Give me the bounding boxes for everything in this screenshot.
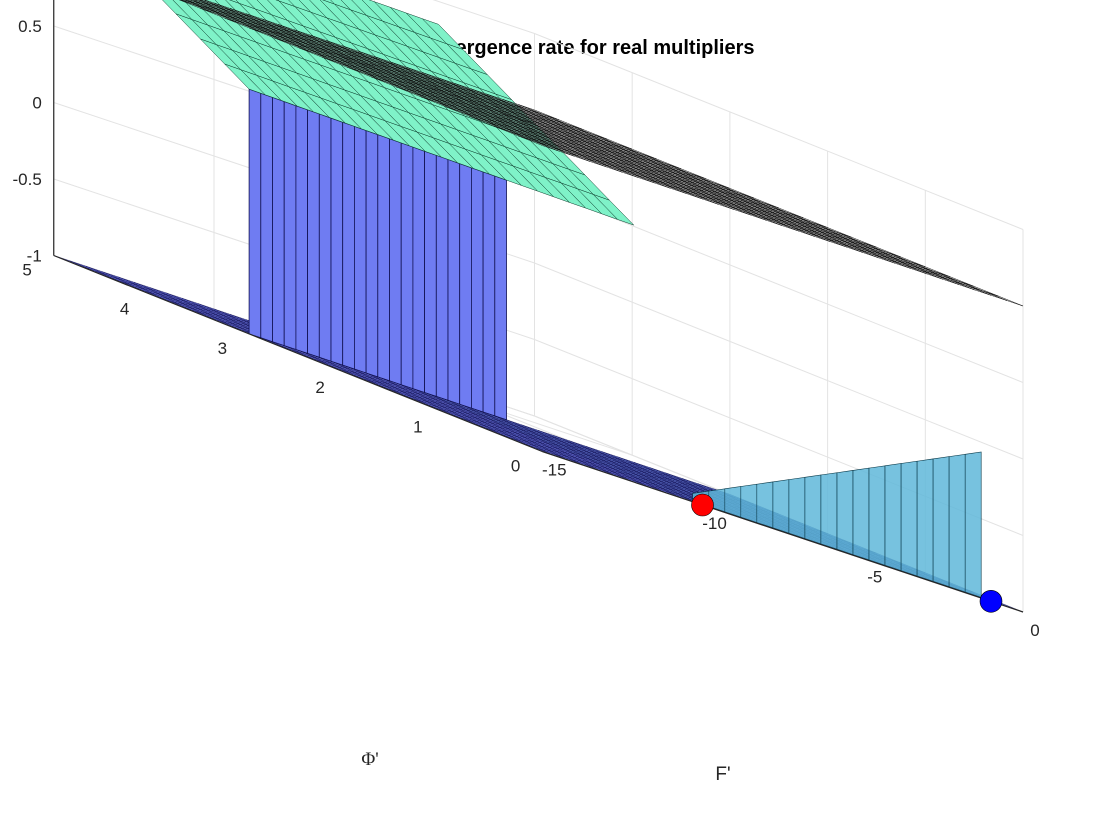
z-tick-label: -1 bbox=[27, 247, 42, 266]
x-tick-label: -15 bbox=[542, 461, 567, 480]
green-patch bbox=[309, 0, 344, 24]
green-patch bbox=[246, 0, 272, 15]
z-tick-label: 0.5 bbox=[18, 17, 42, 36]
wall-strip bbox=[377, 134, 390, 382]
wall-strip bbox=[494, 175, 507, 421]
wall-strip bbox=[353, 125, 367, 374]
wall-strip bbox=[447, 158, 461, 405]
wall-strip bbox=[424, 150, 437, 397]
wall-strip bbox=[342, 121, 355, 370]
green-patch bbox=[162, 0, 193, 20]
wall-strip bbox=[365, 129, 379, 378]
green-patch bbox=[422, 18, 463, 50]
x-tick-label: -5 bbox=[867, 568, 882, 587]
wall-strip bbox=[400, 142, 414, 390]
teal-strip bbox=[836, 470, 854, 556]
x-axis-line bbox=[542, 450, 1024, 613]
teal-strip bbox=[724, 486, 742, 518]
plane-patch bbox=[933, 271, 975, 287]
green-patch bbox=[172, 0, 209, 26]
green-patch bbox=[229, 0, 240, 4]
plane-patch bbox=[982, 290, 1024, 307]
teal-strip bbox=[852, 467, 870, 561]
green-patch bbox=[330, 0, 351, 11]
x-tick-label: -10 bbox=[702, 514, 727, 533]
wall-strip bbox=[412, 146, 426, 394]
y-tick-label: 5 bbox=[22, 261, 31, 280]
teal-strip bbox=[820, 472, 838, 550]
z-tick-label: 0 bbox=[32, 94, 41, 113]
y-tick-label: 3 bbox=[218, 339, 227, 358]
wall-strip bbox=[272, 96, 285, 347]
teal-strip bbox=[740, 483, 758, 523]
teal-strip bbox=[788, 476, 806, 539]
x-axis-label: F' bbox=[715, 764, 730, 785]
green-patch bbox=[298, 0, 328, 19]
z-tick-label: -0.5 bbox=[13, 170, 42, 189]
wall-strip bbox=[295, 105, 309, 354]
axes bbox=[53, 0, 1024, 613]
teal-strip bbox=[932, 456, 950, 588]
wall-strip bbox=[248, 88, 262, 339]
green-patch bbox=[351, 0, 383, 22]
y-tick-label: 0 bbox=[511, 457, 520, 476]
wall-strip bbox=[260, 92, 273, 343]
y-tick-label: 4 bbox=[120, 300, 129, 319]
plane-patch bbox=[518, 104, 559, 121]
surfaces bbox=[53, 0, 1024, 613]
teal-strip bbox=[900, 460, 918, 577]
marker-point bbox=[691, 493, 714, 517]
plane-patch bbox=[200, 0, 223, 8]
green-patch bbox=[256, 0, 288, 21]
wall-strip bbox=[459, 163, 472, 409]
plane-patch bbox=[199, 0, 207, 3]
wall-strip bbox=[389, 138, 402, 386]
wall-strip bbox=[482, 171, 496, 417]
grid-line bbox=[432, 0, 1024, 230]
marker-point bbox=[979, 589, 1003, 613]
green-patch bbox=[235, 0, 256, 10]
chart-title: Convergence rate for real multipliers bbox=[405, 37, 754, 59]
plane-patch bbox=[195, 0, 215, 7]
x-tick-label: 0 bbox=[1030, 621, 1039, 640]
y-axis-label: Φ' bbox=[361, 749, 378, 770]
wall-strip bbox=[330, 117, 344, 366]
green-patch bbox=[288, 0, 312, 13]
grid-line bbox=[53, 102, 1024, 460]
green-patch bbox=[277, 0, 296, 7]
y-tick-label: 1 bbox=[413, 417, 422, 436]
y-tick-label: 2 bbox=[315, 378, 324, 397]
wall-strip bbox=[470, 167, 484, 413]
teal-strip bbox=[916, 458, 934, 582]
markers bbox=[691, 493, 1003, 613]
y-axis-line bbox=[53, 254, 543, 453]
teal-strip bbox=[772, 479, 790, 534]
green-patch bbox=[340, 0, 367, 16]
plane-patch bbox=[181, 0, 208, 10]
plane-patch bbox=[189, 0, 208, 6]
teal-strip bbox=[948, 453, 966, 593]
teal-strip bbox=[756, 481, 774, 529]
teal-strip bbox=[884, 463, 902, 572]
wall-strip bbox=[435, 154, 449, 401]
plane-patch bbox=[184, 0, 200, 6]
wall-strip bbox=[318, 113, 332, 362]
wall-strip bbox=[307, 109, 320, 358]
grid-line bbox=[53, 25, 1024, 383]
wall-strip bbox=[283, 100, 297, 351]
teal-strip bbox=[804, 474, 822, 545]
teal-strip bbox=[868, 465, 886, 566]
teal-strip bbox=[964, 451, 982, 598]
